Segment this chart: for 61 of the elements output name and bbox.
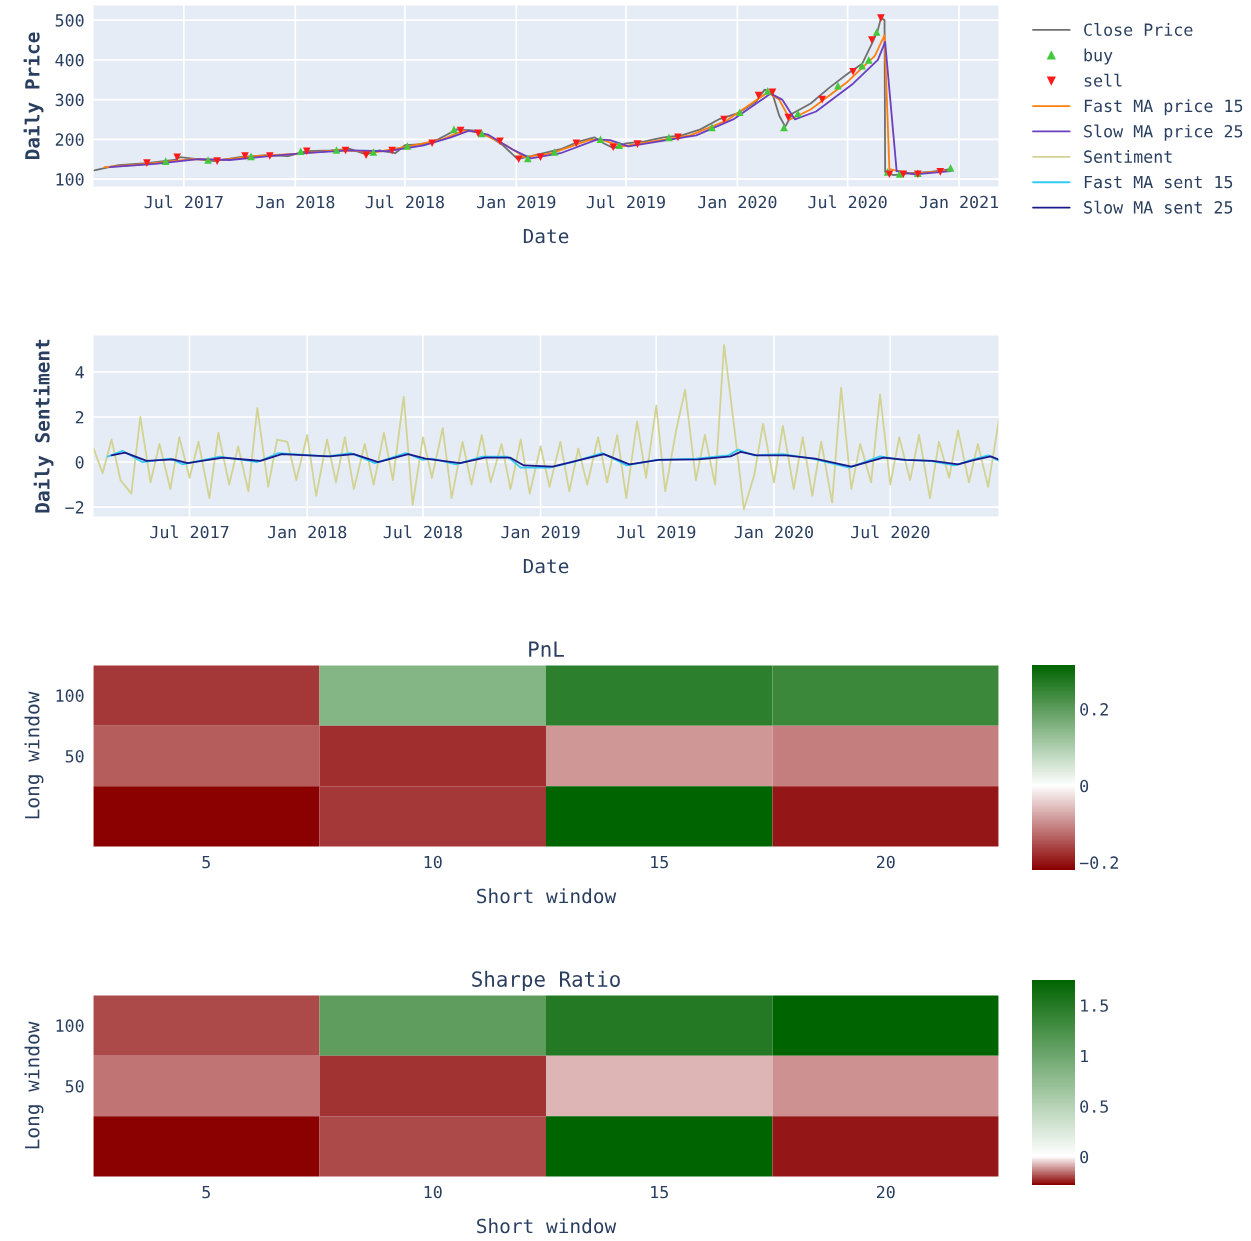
x-tick-label: Jul 2018 <box>383 525 462 539</box>
x-tick-label: Jul 2018 <box>365 195 444 209</box>
x-tick-label: Jan 2018 <box>256 195 335 209</box>
legend-label: Slow MA sent 25 <box>1084 200 1233 214</box>
y-tick-label: 100 <box>56 689 84 702</box>
x-tick-label: Jan 2021 <box>919 195 999 209</box>
y-axis-title: Daily Price <box>23 32 44 160</box>
y-tick-label: 2 <box>75 411 84 424</box>
x-tick-label: Jan 2019 <box>501 525 580 539</box>
y-axis-title: Long window <box>24 1021 44 1149</box>
y-tick-label: −2 <box>65 501 84 514</box>
x-tick-label: Jul 2019 <box>586 195 665 209</box>
color-bar-label: 0 <box>1080 779 1089 793</box>
y-tick-label: 4 <box>75 366 84 379</box>
color-bar-label: 1 <box>1081 1049 1089 1063</box>
y-tick-label: 0 <box>75 456 84 469</box>
color-bar-label: 1.5 <box>1081 999 1108 1012</box>
x-tick-label: Jul 2020 <box>808 195 887 209</box>
x-tick-label: 20 <box>876 855 895 869</box>
x-tick-label: Jan 2018 <box>267 525 347 539</box>
x-tick-label: Jul 2017 <box>150 525 229 539</box>
y-tick-label: 100 <box>56 173 84 186</box>
y-axis-title: Long window <box>24 691 44 819</box>
chart-title: PnL <box>529 641 564 657</box>
x-tick-label: Jan 2019 <box>477 195 556 209</box>
x-tick-label: 10 <box>424 855 442 869</box>
x-tick-label: Jan 2020 <box>734 525 813 539</box>
color-bar-label: 0 <box>1080 1150 1089 1164</box>
legend-label: Slow MA price 25 <box>1084 124 1243 141</box>
y-tick-label: 400 <box>55 53 84 67</box>
x-tick-label: 5 <box>202 855 210 869</box>
x-tick-label: 20 <box>876 1185 895 1199</box>
legend-label: sell <box>1084 73 1122 87</box>
x-tick-label: 15 <box>651 855 668 869</box>
y-tick-label: 100 <box>56 1019 84 1032</box>
y-tick-label: 500 <box>55 14 84 27</box>
legend-label: Fast MA sent 15 <box>1084 175 1233 189</box>
chart-title: Sharpe Ratio <box>472 970 620 991</box>
color-bar-label: 0.5 <box>1080 1100 1108 1113</box>
x-tick-label: 10 <box>424 1185 442 1199</box>
x-tick-label: Jan 2020 <box>698 195 777 209</box>
y-axis-title: Daily Sentiment <box>33 339 54 513</box>
color-bar-label: 0.2 <box>1080 703 1108 716</box>
legend-label: Fast MA price 15 <box>1084 99 1243 116</box>
legend-label: buy <box>1084 48 1113 65</box>
y-tick-label: 300 <box>55 93 84 107</box>
x-tick-label: Jul 2020 <box>851 525 930 539</box>
x-axis-title: Short window <box>477 1218 617 1234</box>
x-axis-title: Date <box>523 558 569 574</box>
color-bar-label: −0.2 <box>1079 856 1118 869</box>
y-tick-label: 50 <box>65 1080 84 1093</box>
legend-label: Sentiment <box>1084 150 1172 163</box>
legend-label: Close Price <box>1084 23 1193 36</box>
x-tick-label: Jul 2017 <box>144 195 223 209</box>
x-tick-label: 15 <box>651 1185 668 1199</box>
x-tick-label: Jul 2019 <box>617 525 696 539</box>
x-tick-label: 5 <box>202 1185 210 1199</box>
x-axis-title: Short window <box>477 888 617 904</box>
x-axis-title: Date <box>523 228 569 244</box>
y-tick-label: 200 <box>55 133 84 146</box>
y-tick-label: 50 <box>65 750 84 763</box>
